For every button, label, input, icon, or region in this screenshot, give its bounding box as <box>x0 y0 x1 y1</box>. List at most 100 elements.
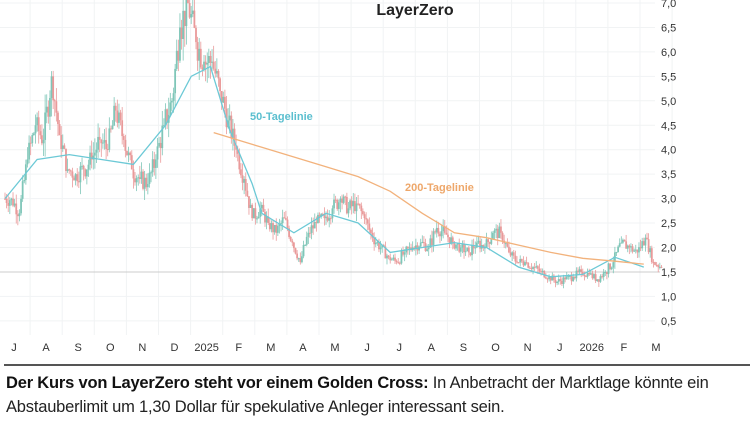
caption-bold: Der Kurs von LayerZero steht vor einem G… <box>6 374 429 392</box>
candle-body <box>546 278 549 280</box>
candle-body <box>243 179 246 183</box>
candle-body <box>639 247 642 249</box>
candle-body <box>655 264 658 266</box>
candle-body <box>150 172 152 174</box>
candle-body <box>577 270 579 272</box>
candle-body <box>540 271 542 273</box>
candle-body <box>301 256 303 263</box>
candle-body <box>175 50 178 69</box>
candle-body <box>214 68 217 74</box>
candle-body <box>174 68 177 94</box>
candle-body <box>313 222 316 229</box>
candle-body <box>156 146 159 160</box>
candle-body <box>296 253 299 259</box>
candle-body <box>124 139 127 151</box>
candle-body <box>556 281 559 284</box>
candle-body <box>252 208 255 219</box>
candle-body <box>299 258 302 263</box>
candle-body <box>317 214 319 224</box>
candle-body <box>426 249 429 251</box>
candle-body <box>432 231 435 246</box>
ma50-line <box>4 65 645 278</box>
candle-body <box>528 267 531 269</box>
candle-body <box>32 133 35 136</box>
candle-body <box>448 237 451 244</box>
candle-body <box>628 245 631 248</box>
candle-body <box>609 263 611 270</box>
candle-body <box>270 223 273 230</box>
candle-body <box>605 271 608 275</box>
candle-body <box>622 239 624 243</box>
candle-body <box>414 245 417 249</box>
candle-body <box>570 275 573 282</box>
candle-body <box>581 271 584 276</box>
candle-body <box>232 128 234 139</box>
candle-body <box>161 125 164 149</box>
candle-body <box>89 152 91 165</box>
y-tick-label: 2,0 <box>661 243 676 255</box>
candle-body <box>110 128 112 130</box>
candle-body <box>461 244 464 248</box>
candle-body <box>127 152 130 156</box>
candle-body <box>41 135 43 144</box>
candle-body <box>81 165 83 167</box>
y-tick-label: 4,0 <box>661 145 676 157</box>
candle-body <box>159 142 162 149</box>
candle-body <box>419 242 422 247</box>
candle-body <box>516 261 518 263</box>
x-tick-label: M <box>651 342 660 354</box>
candle-body <box>223 96 226 109</box>
candle-body <box>357 203 359 205</box>
candle-body <box>36 117 38 126</box>
candle-body <box>85 169 88 177</box>
candle-body <box>488 242 491 244</box>
candle-body <box>479 240 481 249</box>
candle-body <box>145 177 148 188</box>
candle-body <box>517 262 520 264</box>
candle-body <box>179 27 181 61</box>
candle-body <box>212 61 215 69</box>
candle-body <box>275 224 278 233</box>
candle-body <box>536 266 539 269</box>
candle-body <box>251 204 254 219</box>
y-tick-label: 7,0 <box>661 0 676 10</box>
candle-body <box>177 50 180 61</box>
candle-body <box>240 169 242 176</box>
candle-body <box>512 252 515 256</box>
candle-body <box>206 63 209 65</box>
candle-body <box>636 249 639 253</box>
candle-body <box>29 142 32 144</box>
candle-body <box>498 226 501 239</box>
ma200-line <box>213 131 644 265</box>
candle-body <box>585 276 587 278</box>
candle-body <box>389 257 392 261</box>
candle-body <box>331 208 334 219</box>
candle-body <box>328 218 331 221</box>
candle-body <box>341 198 343 203</box>
candle-body <box>207 55 210 64</box>
candle-body <box>16 214 19 217</box>
candle-body <box>649 248 652 253</box>
candle-body <box>97 136 99 150</box>
candle-body <box>508 246 510 253</box>
candle-body <box>182 10 185 40</box>
candle-body <box>15 203 18 215</box>
candle-body <box>591 273 594 279</box>
candle-body <box>459 247 462 252</box>
candle-body <box>477 240 480 243</box>
candle-body <box>511 252 514 256</box>
candle-body <box>45 106 48 113</box>
y-tick-label: 6,5 <box>661 22 676 34</box>
candle-body <box>554 279 557 284</box>
candle-body <box>325 216 327 219</box>
candle-body <box>60 135 63 149</box>
candle-body <box>527 262 530 268</box>
y-tick-label: 0,5 <box>661 316 676 328</box>
candle-body <box>106 149 109 151</box>
candle-body <box>365 218 368 220</box>
candle-body <box>158 142 160 147</box>
candle-body <box>352 201 355 207</box>
candle-body <box>345 196 348 214</box>
candle-body <box>79 166 82 183</box>
candle-body <box>280 223 282 225</box>
